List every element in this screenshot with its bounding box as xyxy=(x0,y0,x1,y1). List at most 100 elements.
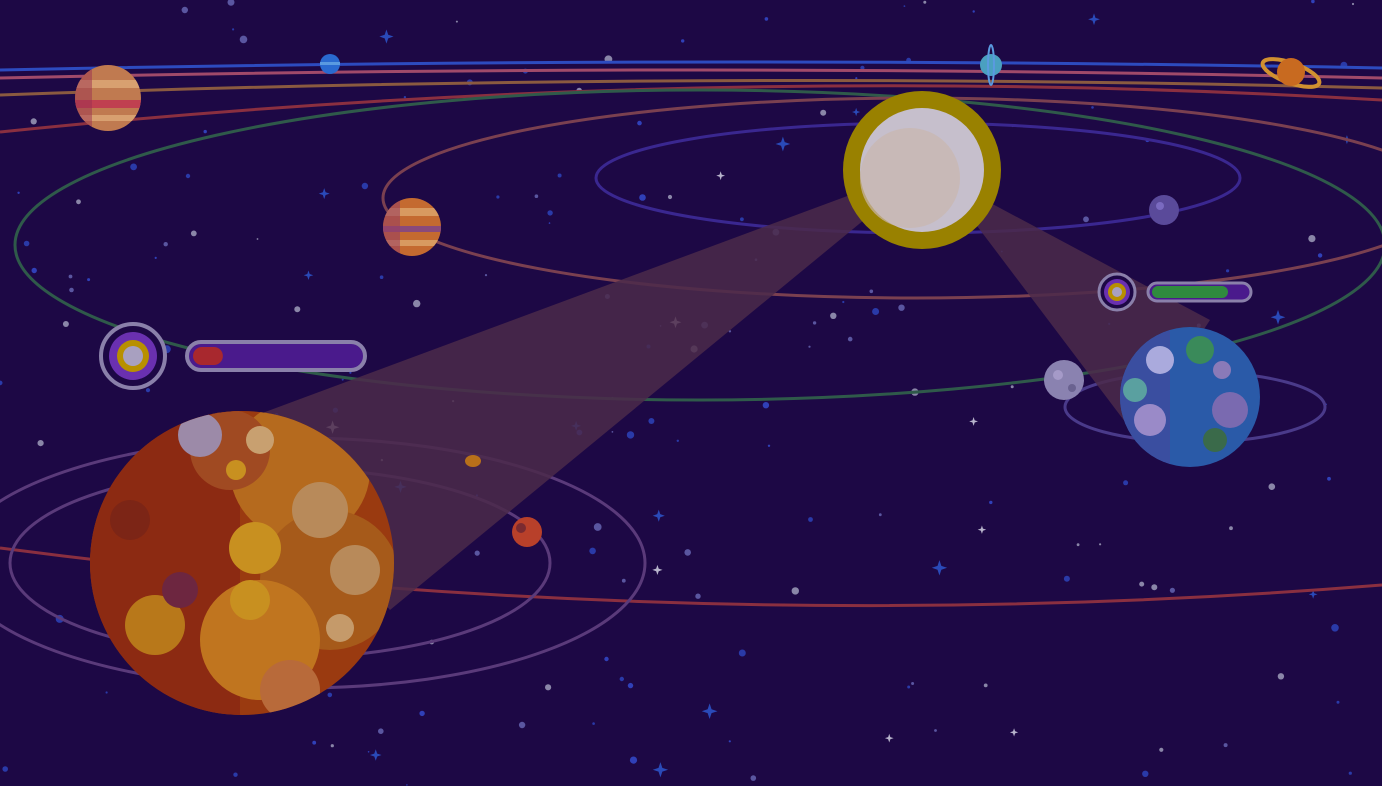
star xyxy=(474,550,480,556)
star xyxy=(791,587,799,595)
star xyxy=(69,287,74,293)
star xyxy=(1277,673,1285,680)
star xyxy=(764,17,769,21)
star xyxy=(1311,0,1315,4)
star xyxy=(379,275,384,280)
star xyxy=(256,238,259,240)
star xyxy=(684,549,691,556)
saturn-planet-icon xyxy=(1260,57,1322,89)
enemy-target-marker-icon xyxy=(1097,272,1137,312)
star xyxy=(626,431,635,439)
star xyxy=(767,444,771,447)
star xyxy=(855,77,858,80)
star xyxy=(23,240,30,247)
sparkle-star xyxy=(1270,309,1286,325)
enemy-health-bar xyxy=(1146,281,1253,303)
star xyxy=(1348,771,1352,775)
star xyxy=(1083,216,1089,223)
sparkle-star xyxy=(1009,728,1019,737)
sparkle-star xyxy=(379,29,394,44)
star xyxy=(812,321,817,325)
star xyxy=(413,299,421,308)
star xyxy=(738,649,746,657)
sparkle-star xyxy=(1308,589,1318,599)
star xyxy=(239,35,248,44)
star xyxy=(130,163,138,171)
star xyxy=(455,20,458,23)
star xyxy=(419,710,425,717)
star xyxy=(557,173,562,178)
star xyxy=(1223,743,1228,748)
star xyxy=(676,439,679,442)
uranus-planet-icon xyxy=(980,44,1002,86)
star xyxy=(619,676,624,682)
star xyxy=(972,10,975,13)
star xyxy=(545,684,552,691)
sparkle-star xyxy=(852,107,861,117)
star xyxy=(403,96,407,99)
star xyxy=(349,371,352,374)
sparkle-star xyxy=(716,171,726,181)
sparkle-star xyxy=(977,525,987,534)
sparkle-star xyxy=(931,560,948,576)
star xyxy=(621,578,626,583)
star xyxy=(903,5,906,7)
star xyxy=(294,306,301,313)
star xyxy=(232,28,235,31)
star xyxy=(872,308,880,315)
star xyxy=(496,195,500,199)
star xyxy=(1351,2,1355,6)
star xyxy=(31,267,37,274)
sun-icon[interactable] xyxy=(843,91,1001,249)
star xyxy=(1151,584,1158,591)
star xyxy=(728,740,731,743)
star xyxy=(983,683,988,688)
star xyxy=(233,772,238,777)
sparkle-star xyxy=(652,762,669,778)
star xyxy=(750,775,757,781)
star xyxy=(808,345,811,348)
star xyxy=(62,321,69,327)
star xyxy=(406,784,408,786)
star xyxy=(341,378,344,381)
star xyxy=(639,194,646,201)
star xyxy=(518,721,526,729)
star xyxy=(808,517,813,522)
star xyxy=(907,685,911,689)
star xyxy=(989,500,993,505)
star xyxy=(762,402,770,409)
star xyxy=(534,194,539,198)
star xyxy=(1268,483,1276,491)
star xyxy=(484,274,488,277)
lava-planet-icon[interactable] xyxy=(90,400,400,720)
moon-icon xyxy=(1044,360,1084,400)
sparkle-star xyxy=(303,270,314,281)
star xyxy=(1327,476,1331,481)
star xyxy=(637,120,642,126)
star xyxy=(878,513,882,517)
star xyxy=(830,312,837,319)
star xyxy=(185,173,191,179)
sparkle-star xyxy=(369,749,382,761)
star xyxy=(592,722,595,725)
star xyxy=(1123,480,1129,486)
star xyxy=(2,766,9,772)
sparkle-star xyxy=(701,703,718,720)
star xyxy=(330,744,334,748)
player-health-bar xyxy=(185,340,367,372)
star xyxy=(1308,235,1316,243)
star xyxy=(593,523,602,531)
sparkle-star xyxy=(969,417,978,426)
star xyxy=(367,751,370,753)
star xyxy=(589,547,596,555)
star xyxy=(87,278,91,282)
sparkle-star xyxy=(652,509,665,522)
star xyxy=(76,199,81,205)
star xyxy=(911,682,915,685)
star xyxy=(695,593,701,599)
star xyxy=(378,728,384,734)
star xyxy=(604,656,609,662)
earth-planet-icon[interactable] xyxy=(1120,327,1260,467)
star xyxy=(627,682,634,689)
star xyxy=(1226,269,1230,273)
